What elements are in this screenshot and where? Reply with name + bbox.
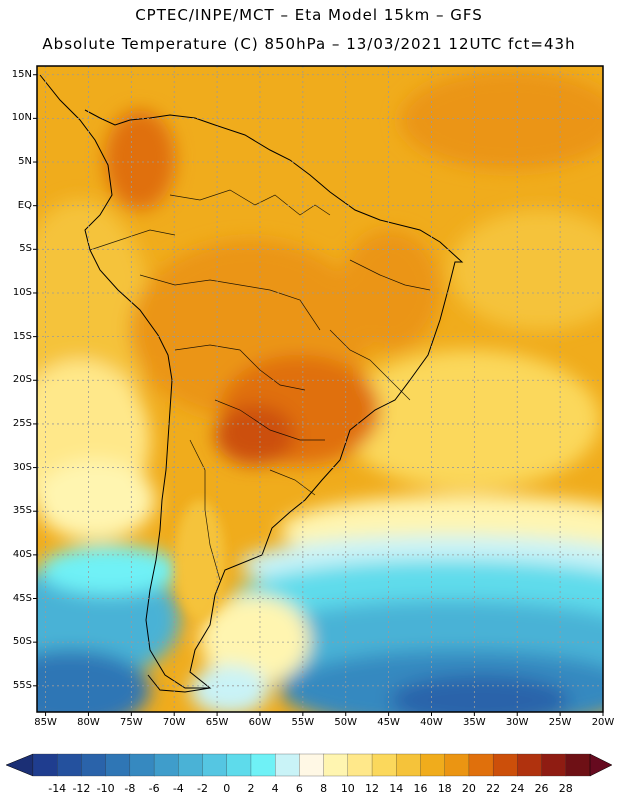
colorbar-swatch xyxy=(275,753,301,777)
colorbar xyxy=(5,753,613,777)
colorbar-swatch xyxy=(226,753,252,777)
colorbar-swatch xyxy=(565,753,591,777)
lon-label: 70W xyxy=(162,717,186,728)
colorbar-swatch xyxy=(57,753,83,777)
lat-label: 50S xyxy=(12,636,32,648)
colorbar-label: 6 xyxy=(295,782,303,795)
country-borders xyxy=(89,189,431,581)
colorbar-label: -12 xyxy=(72,782,91,795)
colorbar-label: 16 xyxy=(413,782,428,795)
colorbar-swatch xyxy=(153,753,179,777)
lat-label: 10S xyxy=(12,286,32,298)
lat-label: 15S xyxy=(12,330,32,342)
lon-label: 55W xyxy=(291,717,315,728)
colorbar-swatch xyxy=(396,753,422,777)
lat-label: 25S xyxy=(12,417,32,429)
lat-label: EQ xyxy=(17,199,32,211)
lat-label: 5N xyxy=(18,156,32,168)
colorbar-swatch xyxy=(323,753,349,777)
colorbar-label: 20 xyxy=(461,782,476,795)
colorbar-swatch xyxy=(492,753,518,777)
colorbar-label: -10 xyxy=(96,782,115,795)
colorbar-label: -8 xyxy=(124,782,136,795)
lon-label: 85W xyxy=(34,717,57,728)
colorbar-label: 12 xyxy=(365,782,380,795)
temperature-field xyxy=(37,66,603,712)
colorbar-label: -14 xyxy=(48,782,67,795)
colorbar-high-arrow xyxy=(589,753,613,777)
lat-label: 45S xyxy=(12,592,32,604)
colorbar-swatch xyxy=(105,753,131,777)
colorbar-swatch xyxy=(32,753,58,777)
lon-label: 25W xyxy=(548,717,572,728)
colorbar-swatch xyxy=(299,753,325,777)
lon-label: 45W xyxy=(377,717,400,728)
lon-label: 30W xyxy=(505,717,529,728)
axis-ticks xyxy=(33,74,604,716)
lon-label: 40W xyxy=(420,717,443,728)
colorbar-label: -6 xyxy=(148,782,160,795)
colorbar-swatch xyxy=(129,753,155,777)
colorbar-label: 28 xyxy=(558,782,573,795)
colorbar-swatch xyxy=(468,753,494,777)
colorbar-label: 8 xyxy=(320,782,328,795)
lon-label: 35W xyxy=(463,717,486,728)
title-line-1: CPTEC/INPE/MCT – Eta Model 15km – GFS xyxy=(135,6,483,24)
colorbar-label: 0 xyxy=(223,782,231,795)
colorbar-swatch xyxy=(444,753,470,777)
lon-label: 20W xyxy=(591,717,615,728)
colorbar-label: 4 xyxy=(271,782,279,795)
colorbar-swatch xyxy=(541,753,567,777)
lat-label: 10N xyxy=(11,112,32,124)
colorbar-label: -4 xyxy=(172,782,184,795)
lat-label: 30S xyxy=(12,461,32,473)
colorbar-swatch xyxy=(250,753,276,777)
lat-label: 35S xyxy=(12,505,32,517)
lon-label: 60W xyxy=(248,717,272,728)
lat-label: 15N xyxy=(11,68,32,80)
title-line-2: Absolute Temperature (C) 850hPa – 13/03/… xyxy=(42,35,576,53)
lon-label: 75W xyxy=(120,717,143,728)
colorbar-swatch xyxy=(371,753,397,777)
map-frame xyxy=(36,65,604,713)
lon-label: 50W xyxy=(334,717,358,728)
lat-label: 40S xyxy=(12,548,32,560)
colorbar-label: 24 xyxy=(510,782,525,795)
lon-label: 80W xyxy=(77,717,100,728)
colorbar-label: 10 xyxy=(340,782,355,795)
lon-label: 65W xyxy=(205,717,229,728)
colorbar-label: 26 xyxy=(534,782,549,795)
colorbar-low-arrow xyxy=(5,753,34,777)
grid-lines xyxy=(37,66,604,712)
lat-label: 5S xyxy=(19,243,32,255)
colorbar-swatch xyxy=(517,753,543,777)
colorbar-swatch xyxy=(420,753,446,777)
lat-label: 20S xyxy=(12,374,32,386)
colorbar-swatch xyxy=(347,753,373,777)
colorbar-swatch xyxy=(81,753,107,777)
colorbar-label: 2 xyxy=(247,782,255,795)
lat-label: 55S xyxy=(12,679,32,691)
colorbar-label: 18 xyxy=(437,782,452,795)
colorbar-swatch xyxy=(178,753,204,777)
colorbar-label: 22 xyxy=(486,782,501,795)
colorbar-label: -2 xyxy=(197,782,208,795)
coastline xyxy=(39,74,464,693)
colorbar-swatch xyxy=(202,753,228,777)
colorbar-label: 14 xyxy=(389,782,404,795)
